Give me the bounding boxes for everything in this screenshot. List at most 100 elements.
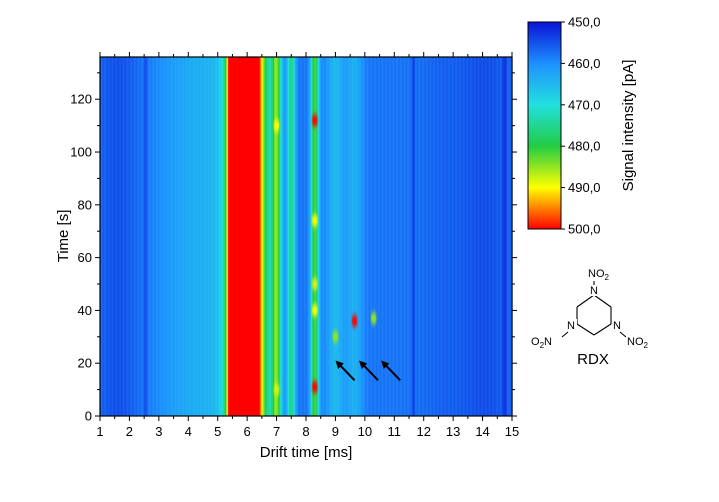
heatmap-column: [391, 57, 393, 416]
heatmap-column: [313, 57, 315, 416]
heatmap-column: [346, 57, 348, 416]
heatmap-column: [505, 57, 507, 416]
heatmap-hotspots: [273, 114, 377, 396]
heatmap-column: [441, 57, 443, 416]
heatmap-column: [131, 57, 133, 416]
heatmap-column: [327, 57, 329, 416]
heatmap-column: [422, 57, 424, 416]
heatmap-column: [502, 57, 504, 416]
heatmap-column: [168, 57, 170, 416]
atom-n-right: N: [613, 320, 621, 332]
heatmap-column: [229, 57, 231, 416]
heatmap-column: [253, 57, 255, 416]
heatmap-column: [118, 57, 120, 416]
heatmap-column: [170, 57, 172, 416]
heatmap-column: [344, 57, 346, 416]
colorbar-tick-label: 500,0: [568, 222, 601, 237]
heatmap-column: [177, 57, 179, 416]
heatmap-column: [120, 57, 122, 416]
heatmap-column: [509, 57, 511, 416]
heatmap-column: [501, 57, 503, 416]
x-axis-label: Drift time [ms]: [260, 444, 353, 461]
heatmap-column: [419, 57, 421, 416]
heatmap-column: [148, 57, 150, 416]
x-tick-label: 10: [358, 424, 372, 439]
heatmap-column: [116, 57, 118, 416]
heatmap-column: [117, 57, 119, 416]
heatmap-column: [401, 57, 403, 416]
heatmap-column: [484, 57, 486, 416]
heatmap-column: [343, 57, 345, 416]
heatmap-column: [289, 57, 291, 416]
heatmap-column: [341, 57, 343, 416]
heatmap-column: [155, 57, 157, 416]
heatmap-column: [136, 57, 138, 416]
heatmap-column: [287, 57, 289, 416]
heatmap-hotspot: [311, 114, 318, 127]
heatmap-column: [149, 57, 151, 416]
heatmap-column: [209, 57, 211, 416]
heatmap-column: [402, 57, 404, 416]
heatmap-column: [219, 57, 221, 416]
heatmap-column: [151, 57, 153, 416]
heatmap-column: [388, 57, 390, 416]
heatmap-column: [429, 57, 431, 416]
heatmap-column: [488, 57, 490, 416]
heatmap-column: [134, 57, 136, 416]
heatmap-column: [110, 57, 112, 416]
heatmap-column: [305, 57, 307, 416]
heatmap-column: [109, 57, 111, 416]
heatmap-column: [141, 57, 143, 416]
heatmap-column: [225, 57, 227, 416]
heatmap-column: [236, 57, 238, 416]
heatmap-column: [316, 57, 318, 416]
heatmap-column: [100, 57, 102, 416]
heatmap-column: [257, 57, 259, 416]
heatmap-column: [385, 57, 387, 416]
heatmap-column: [248, 57, 250, 416]
colorbar-label: Signal intensity [pA]: [620, 60, 637, 192]
heatmap-column: [373, 57, 375, 416]
heatmap-column: [156, 57, 158, 416]
heatmap-column: [228, 57, 230, 416]
heatmap-column: [358, 57, 360, 416]
heatmap-column: [415, 57, 417, 416]
heatmap-column: [315, 57, 317, 416]
heatmap-column: [246, 57, 248, 416]
heatmap-column: [199, 57, 201, 416]
heatmap-column: [460, 57, 462, 416]
heatmap-column: [203, 57, 205, 416]
x-tick-label: 5: [214, 424, 221, 439]
heatmap-column: [474, 57, 476, 416]
rdx-structure: N N N NO2 O2N NO2 RDX: [531, 268, 649, 368]
heatmap-column: [426, 57, 428, 416]
heatmap-column: [384, 57, 386, 416]
x-tick-label: 4: [185, 424, 192, 439]
heatmap-column: [381, 57, 383, 416]
y-tick-label: 120: [70, 92, 92, 107]
heatmap-column: [413, 57, 415, 416]
heatmap-column: [106, 57, 108, 416]
heatmap-column: [125, 57, 127, 416]
heatmap-column: [452, 57, 454, 416]
heatmap-column: [382, 57, 384, 416]
heatmap-column: [128, 57, 130, 416]
heatmap-column: [298, 57, 300, 416]
heatmap-column: [247, 57, 249, 416]
heatmap-column: [485, 57, 487, 416]
heatmap-column: [425, 57, 427, 416]
heatmap-column: [367, 57, 369, 416]
heatmap-column: [261, 57, 263, 416]
heatmap-column: [297, 57, 299, 416]
heatmap-column: [293, 57, 295, 416]
heatmap-column: [340, 57, 342, 416]
heatmap-column: [189, 57, 191, 416]
heatmap-column: [446, 57, 448, 416]
heatmap-column: [245, 57, 247, 416]
heatmap-column: [410, 57, 412, 416]
heatmap-column: [469, 57, 471, 416]
heatmap-column: [105, 57, 107, 416]
heatmap-column: [470, 57, 472, 416]
heatmap-column: [325, 57, 327, 416]
heatmap-column: [371, 57, 373, 416]
